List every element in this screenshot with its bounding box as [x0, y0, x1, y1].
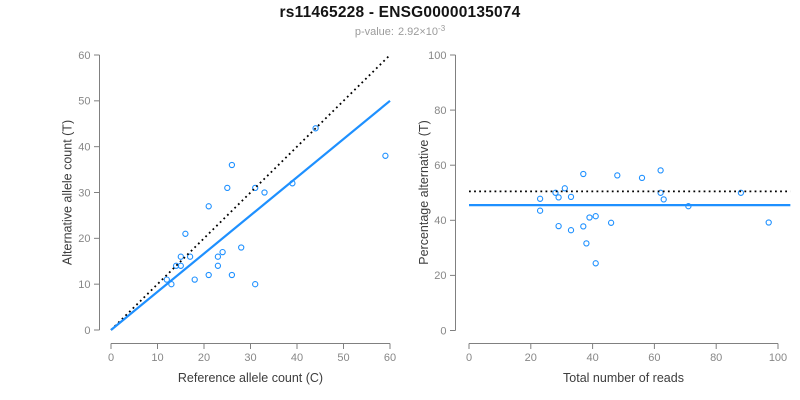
data-point	[382, 152, 389, 159]
y-tick-label: 80	[434, 105, 446, 117]
data-point	[660, 196, 667, 203]
data-point	[614, 172, 621, 179]
x-tick-label: 60	[648, 352, 660, 364]
data-point	[214, 253, 222, 260]
y-tick-label: 10	[78, 279, 90, 291]
y-tick-label: 60	[434, 160, 446, 172]
right-plot-x-label: Total number of reads	[563, 371, 684, 385]
data-point	[214, 262, 222, 269]
data-point	[186, 253, 194, 260]
data-point	[312, 125, 319, 132]
data-point	[228, 161, 236, 169]
data-point	[555, 222, 562, 230]
left-plot: Reference allele count (C) Alternative a…	[61, 50, 397, 385]
p-value-label: p-value:	[354, 26, 394, 38]
y-tick-label: 0	[84, 325, 90, 337]
data-point	[607, 219, 615, 226]
data-point	[592, 260, 599, 267]
x-tick-label: 20	[525, 352, 537, 364]
data-point	[536, 207, 544, 214]
data-point	[252, 281, 259, 288]
data-point	[592, 213, 599, 220]
x-tick-label: 60	[384, 352, 396, 364]
left-plot-x-label: Reference allele count (C)	[178, 371, 323, 385]
data-point	[219, 248, 226, 256]
chart-header: rs11465228 - ENSG00000135074 p-value: 2.9…	[0, 4, 800, 38]
identity-line	[110, 54, 391, 331]
y-tick-label: 30	[78, 187, 90, 199]
data-point	[580, 170, 587, 178]
x-tick-label: 0	[466, 352, 472, 364]
x-tick-label: 80	[710, 352, 722, 364]
data-point	[163, 276, 170, 283]
data-point	[552, 189, 559, 196]
data-point	[567, 193, 575, 201]
data-point	[638, 174, 646, 182]
data-point	[536, 195, 544, 202]
x-tick-label: 0	[108, 352, 114, 364]
data-point	[205, 271, 212, 279]
data-point	[657, 167, 664, 174]
y-tick-label: 0	[440, 325, 446, 337]
y-tick-label: 20	[434, 270, 446, 282]
x-tick-label: 20	[198, 352, 210, 364]
data-point	[252, 184, 259, 192]
data-point	[737, 189, 745, 196]
data-point	[567, 227, 575, 234]
data-point	[586, 214, 593, 221]
left-plot-y-label: Alternative allele count (T)	[61, 120, 75, 265]
data-point	[177, 253, 184, 260]
right-plot-y-label: Percentage alternative (T)	[417, 120, 431, 265]
y-tick-label: 100	[428, 50, 446, 62]
x-tick-label: 10	[151, 352, 163, 364]
data-point	[238, 244, 245, 251]
x-tick-label: 100	[769, 352, 787, 364]
x-tick-label: 40	[291, 352, 303, 364]
data-point	[580, 223, 587, 230]
right-plot: Total number of reads Percentage alterna…	[417, 50, 791, 385]
y-tick-label: 50	[78, 96, 90, 108]
p-value-base: 2.92×10	[397, 26, 439, 38]
x-tick-label: 50	[337, 352, 349, 364]
x-tick-label: 30	[244, 352, 256, 364]
x-tick-label: 40	[586, 352, 598, 364]
y-tick-label: 20	[78, 233, 90, 245]
data-point	[657, 189, 664, 196]
data-point	[205, 203, 212, 210]
y-tick-label: 40	[78, 141, 90, 153]
data-point	[561, 185, 568, 192]
data-point	[191, 276, 198, 283]
y-tick-label: 40	[434, 215, 446, 227]
p-value-exponent: -3	[438, 24, 446, 33]
chart-title: rs11465228 - ENSG00000135074	[279, 4, 521, 21]
data-point	[224, 184, 231, 192]
data-point	[177, 262, 184, 269]
data-point	[765, 219, 772, 226]
p-value: p-value: 2.92×10-3	[0, 24, 800, 38]
y-tick-label: 60	[78, 50, 90, 62]
data-point	[555, 194, 562, 201]
data-point	[261, 189, 268, 196]
data-point	[182, 230, 189, 237]
data-point	[228, 271, 236, 279]
fit-line	[110, 99, 391, 331]
data-point	[583, 240, 590, 247]
